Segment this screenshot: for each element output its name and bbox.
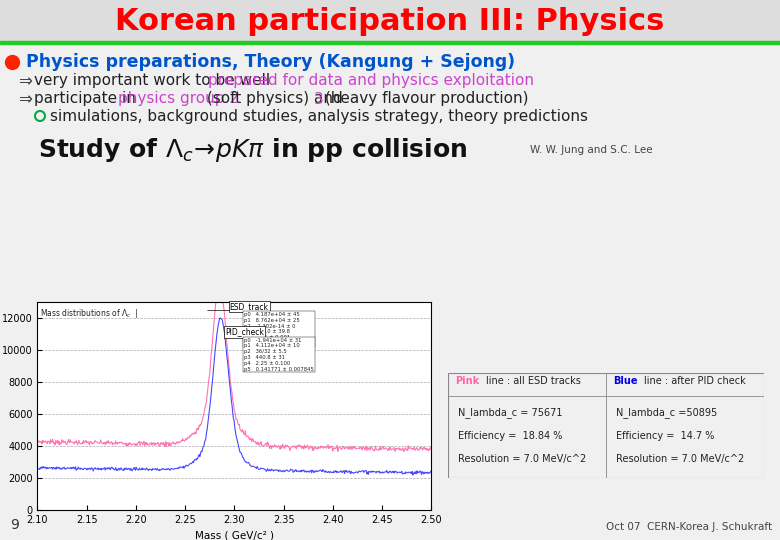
- Text: Resolution = 7.0 MeV/c^2: Resolution = 7.0 MeV/c^2: [616, 454, 744, 464]
- Text: prepared for data and physics exploitation: prepared for data and physics exploitati…: [207, 73, 534, 89]
- Text: 3: 3: [314, 91, 324, 106]
- Bar: [0, 41, 780, 44]
- Text: N_lambda_c = 75671: N_lambda_c = 75671: [458, 407, 562, 418]
- Text: Pink: Pink: [455, 376, 479, 386]
- Text: Blue: Blue: [613, 376, 637, 386]
- Text: N_lambda_c =50895: N_lambda_c =50895: [616, 407, 717, 418]
- Text: (heavy flavour production): (heavy flavour production): [320, 91, 528, 106]
- Text: participate in: participate in: [34, 91, 140, 106]
- Text: Study of $\Lambda_c\!\rightarrow\!pK\pi$ in pp collision: Study of $\Lambda_c\!\rightarrow\!pK\pi$…: [38, 136, 467, 164]
- Text: p0   4.187e+04 ± 45
p1   8.762e+04 ± 25
p2   -1.302e-14 ± 0
p3   814.0 ± 39.8
p4: p0 4.187e+04 ± 45 p1 8.762e+04 ± 25 p2 -…: [244, 312, 314, 346]
- Text: (soft physics) and: (soft physics) and: [202, 91, 348, 106]
- Text: W. W. Jung and S.C. Lee: W. W. Jung and S.C. Lee: [530, 145, 653, 155]
- Text: line : after PID check: line : after PID check: [644, 376, 746, 386]
- Text: simulations, background studies, analysis strategy, theory predictions: simulations, background studies, analysi…: [50, 109, 588, 124]
- Text: Efficiency =  14.7 %: Efficiency = 14.7 %: [616, 431, 714, 441]
- Text: PID_check: PID_check: [225, 327, 264, 336]
- Text: p0   -1.941e+04 ± 31
p1   4.112e+04 ± 10
p2   36/32 ± 5.5
p3   440.8 ± 31
p4   2: p0 -1.941e+04 ± 31 p1 4.112e+04 ± 10 p2 …: [244, 338, 314, 372]
- Text: Efficiency =  18.84 %: Efficiency = 18.84 %: [458, 431, 562, 441]
- Text: line : all ESD tracks: line : all ESD tracks: [487, 376, 581, 386]
- Text: 9: 9: [10, 518, 19, 532]
- Text: Oct 07  CERN-Korea J. Schukraft: Oct 07 CERN-Korea J. Schukraft: [606, 522, 772, 532]
- Text: Korean participation III: Physics: Korean participation III: Physics: [115, 6, 665, 36]
- Text: physics group 2: physics group 2: [118, 91, 239, 106]
- Text: Mass distributions of $\Lambda_c$  |: Mass distributions of $\Lambda_c$ |: [41, 307, 139, 320]
- Text: very important work to be well: very important work to be well: [34, 73, 275, 89]
- Text: ⇒: ⇒: [18, 72, 32, 90]
- Bar: [0, 0, 780, 42]
- X-axis label: Mass ( GeV/c² ): Mass ( GeV/c² ): [195, 531, 274, 540]
- Text: Physics preparations, Theory (Kangung + Sejong): Physics preparations, Theory (Kangung + …: [26, 53, 515, 71]
- Text: ⇒: ⇒: [18, 90, 32, 108]
- Text: Resolution = 7.0 MeV/c^2: Resolution = 7.0 MeV/c^2: [458, 454, 587, 464]
- Text: ESD_track: ESD_track: [229, 302, 268, 311]
